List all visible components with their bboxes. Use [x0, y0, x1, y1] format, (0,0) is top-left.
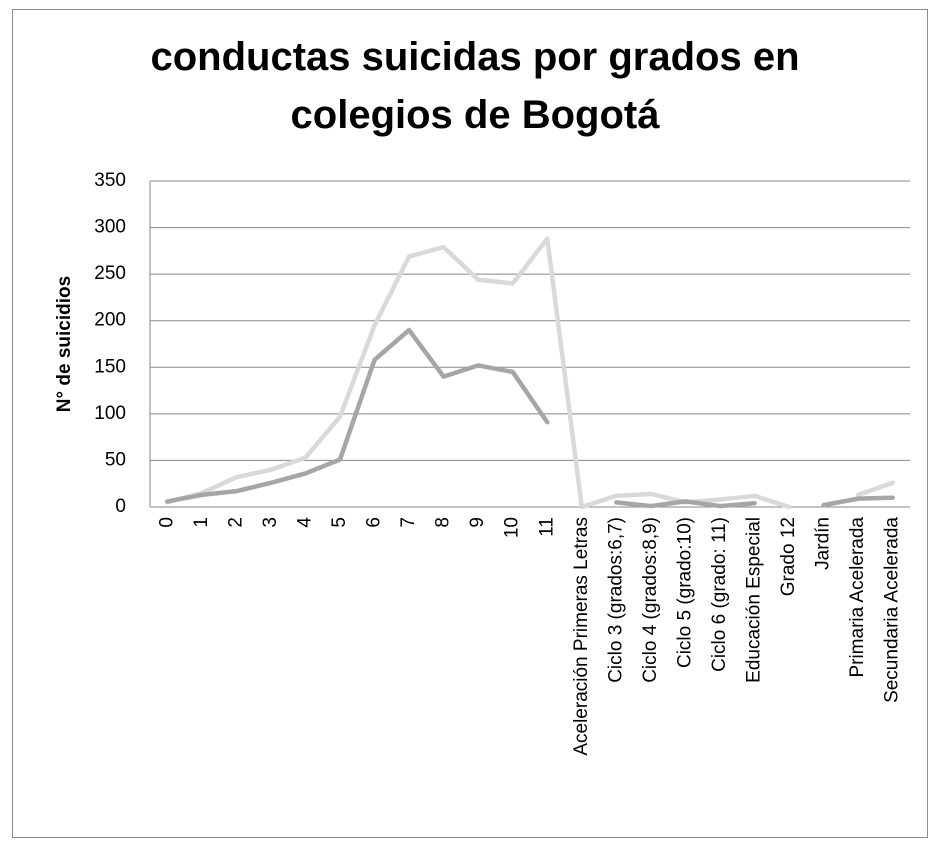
y-tick-label: 250 — [94, 263, 126, 284]
y-tick-label: 50 — [105, 449, 126, 470]
x-tick-label: 6 — [364, 517, 385, 528]
x-tick-label: 10 — [502, 517, 523, 538]
x-tick-label: 5 — [329, 517, 350, 528]
x-tick-label: 8 — [433, 517, 454, 528]
x-tick-label: Ciclo 4 (grados:8,9) — [640, 517, 661, 683]
x-tick-label: Ciclo 3 (grados:6,7) — [605, 517, 626, 683]
x-tick-label: 1 — [191, 517, 212, 528]
y-tick-label: 100 — [94, 403, 126, 424]
x-tick-label: Secundaria Acelerada — [882, 517, 903, 703]
chart-title: conductas suicidas por grados en — [150, 35, 799, 79]
y-axis-label: N° de suicidios — [54, 276, 75, 412]
y-tick-label: 150 — [94, 356, 126, 377]
x-tick-label: 0 — [156, 517, 177, 528]
x-tick-label: 11 — [536, 517, 557, 537]
x-tick-label: Primaria Acelerada — [847, 517, 868, 678]
y-tick-label: 200 — [94, 310, 126, 331]
x-tick-label: Ciclo 6 (grado: 11) — [709, 517, 730, 672]
x-tick-label: Grado 12 — [778, 517, 799, 596]
x-tick-label: 3 — [260, 517, 281, 528]
x-tick-label: Aceleración Primeras Letras — [571, 517, 592, 756]
data-line — [165, 327, 895, 509]
x-tick-label: Ciclo 5 (grado:10) — [674, 517, 695, 668]
y-tick-label: 350 — [94, 170, 126, 191]
x-tick-label: 7 — [398, 517, 419, 528]
x-tick-label: 9 — [467, 517, 488, 528]
x-tick-label: Educación Especial — [744, 517, 765, 683]
chart-frame — [12, 9, 928, 838]
x-tick-label: 2 — [225, 517, 246, 528]
x-tick-label: Jardín — [813, 517, 834, 570]
y-tick-label: 0 — [115, 496, 126, 517]
y-tick-label: 300 — [94, 217, 126, 238]
x-tick-label: 4 — [294, 517, 315, 528]
chart-title: colegios de Bogotá — [291, 93, 661, 137]
